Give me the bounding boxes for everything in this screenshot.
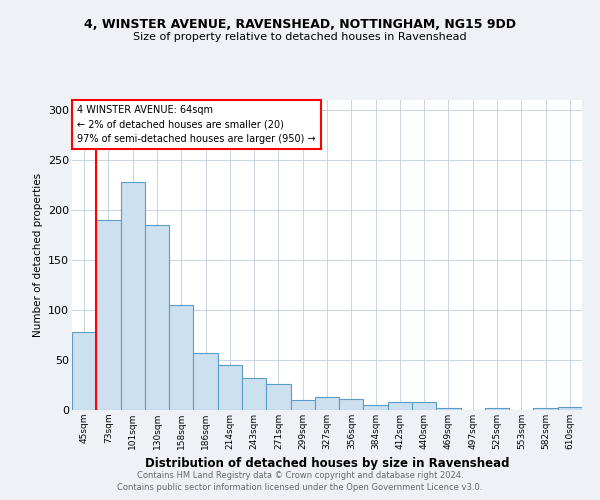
X-axis label: Distribution of detached houses by size in Ravenshead: Distribution of detached houses by size … — [145, 458, 509, 470]
Bar — [485, 408, 509, 410]
Text: 4 WINSTER AVENUE: 64sqm
← 2% of detached houses are smaller (20)
97% of semi-det: 4 WINSTER AVENUE: 64sqm ← 2% of detached… — [77, 104, 316, 144]
Bar — [169, 305, 193, 410]
Bar — [145, 225, 169, 410]
Text: Contains HM Land Registry data © Crown copyright and database right 2024.
Contai: Contains HM Land Registry data © Crown c… — [118, 471, 482, 492]
Bar — [364, 405, 388, 410]
Bar — [436, 408, 461, 410]
Bar — [533, 408, 558, 410]
Text: 4, WINSTER AVENUE, RAVENSHEAD, NOTTINGHAM, NG15 9DD: 4, WINSTER AVENUE, RAVENSHEAD, NOTTINGHA… — [84, 18, 516, 30]
Bar — [558, 407, 582, 410]
Bar — [290, 400, 315, 410]
Text: Size of property relative to detached houses in Ravenshead: Size of property relative to detached ho… — [133, 32, 467, 42]
Bar — [242, 378, 266, 410]
Y-axis label: Number of detached properties: Number of detached properties — [32, 173, 43, 337]
Bar — [266, 384, 290, 410]
Bar — [412, 402, 436, 410]
Bar — [121, 182, 145, 410]
Bar — [315, 397, 339, 410]
Bar — [388, 402, 412, 410]
Bar — [339, 399, 364, 410]
Bar — [96, 220, 121, 410]
Bar — [218, 365, 242, 410]
Bar — [193, 353, 218, 410]
Bar — [72, 332, 96, 410]
